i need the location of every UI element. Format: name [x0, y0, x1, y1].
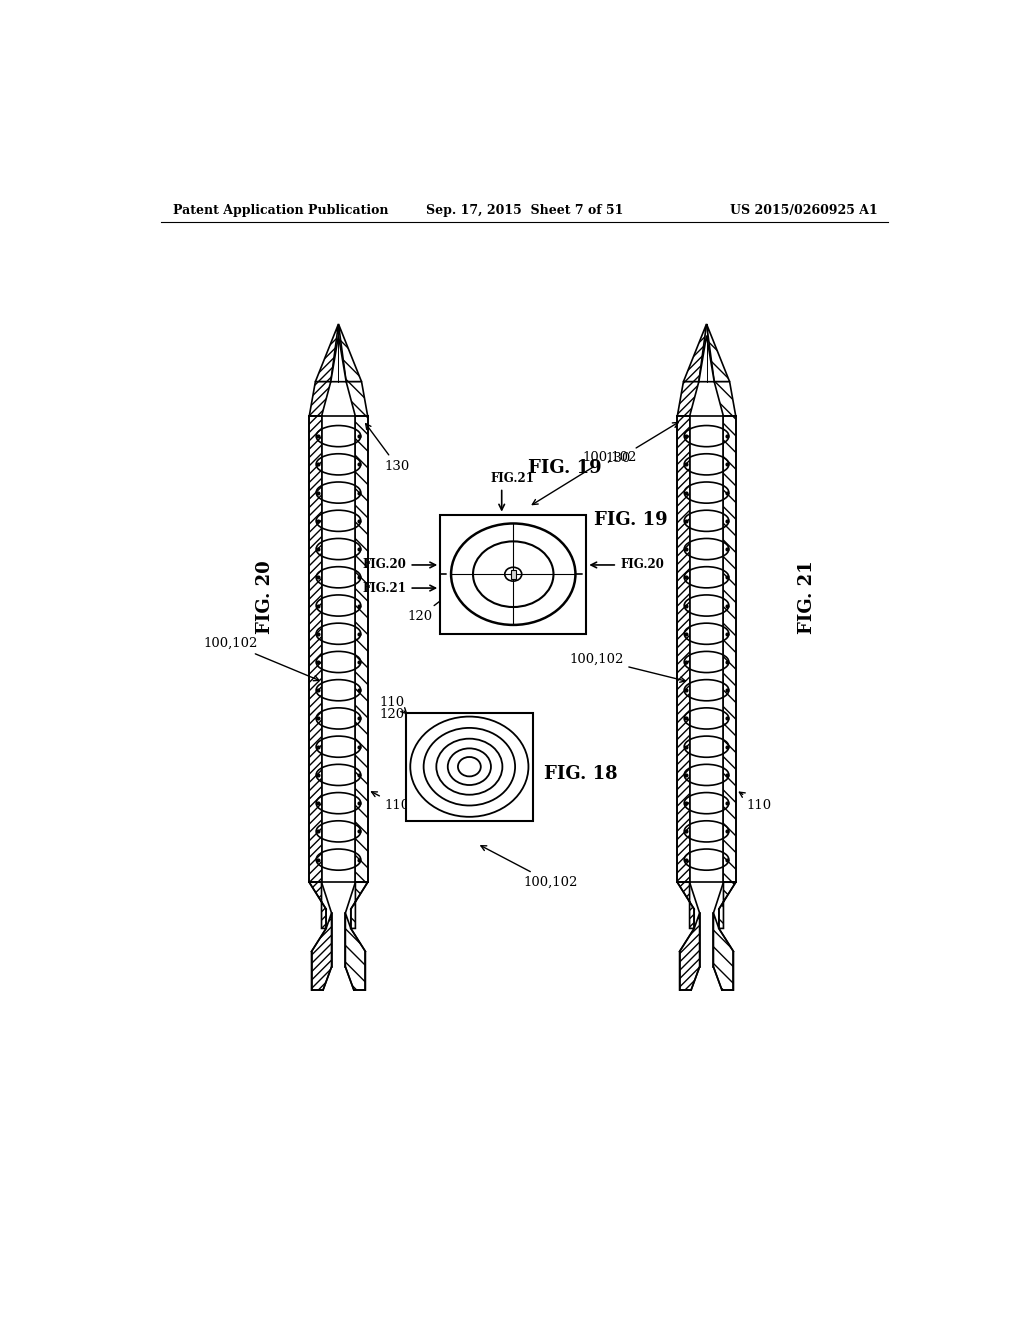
Polygon shape [311, 913, 332, 990]
Text: FIG.20: FIG.20 [362, 558, 407, 572]
Polygon shape [331, 335, 346, 381]
Text: 100,102: 100,102 [203, 638, 319, 681]
Text: 100,102: 100,102 [481, 846, 578, 888]
Text: 130: 130 [606, 422, 678, 465]
Text: 130: 130 [366, 424, 410, 473]
Polygon shape [677, 381, 698, 416]
Bar [511, 570, 515, 578]
Text: 100,102: 100,102 [532, 450, 637, 504]
Text: FIG.21: FIG.21 [490, 473, 535, 486]
Polygon shape [683, 323, 707, 381]
Text: FIG. 19: FIG. 19 [594, 511, 668, 529]
Text: Patent Application Publication: Patent Application Publication [173, 205, 388, 218]
Ellipse shape [505, 568, 521, 581]
Polygon shape [309, 416, 322, 882]
Polygon shape [315, 323, 339, 381]
Text: Sep. 17, 2015  Sheet 7 of 51: Sep. 17, 2015 Sheet 7 of 51 [426, 205, 624, 218]
Polygon shape [724, 416, 736, 882]
Text: FIG. 18: FIG. 18 [545, 766, 618, 783]
Polygon shape [680, 913, 699, 990]
Polygon shape [355, 416, 368, 882]
Polygon shape [698, 335, 714, 381]
Text: 110: 110 [739, 792, 772, 812]
Text: FIG. 21: FIG. 21 [798, 561, 816, 634]
Polygon shape [339, 323, 361, 381]
Text: 110: 110 [372, 792, 410, 812]
Text: FIG. 20: FIG. 20 [256, 561, 274, 634]
Bar [322, 416, 355, 882]
Polygon shape [714, 913, 733, 990]
Polygon shape [345, 913, 366, 990]
Ellipse shape [473, 541, 554, 607]
Bar [406, 713, 532, 821]
Bar [440, 515, 587, 634]
Polygon shape [351, 882, 368, 928]
Ellipse shape [447, 748, 490, 785]
Ellipse shape [411, 717, 528, 817]
Text: US 2015/0260925 A1: US 2015/0260925 A1 [730, 205, 878, 218]
Text: FIG. 19: FIG. 19 [528, 459, 601, 478]
Polygon shape [309, 882, 326, 928]
Ellipse shape [452, 524, 575, 624]
Ellipse shape [436, 739, 503, 795]
Polygon shape [707, 323, 730, 381]
Ellipse shape [424, 727, 515, 805]
Polygon shape [677, 882, 694, 928]
Polygon shape [677, 416, 689, 882]
Text: 100,102: 100,102 [569, 652, 685, 682]
Polygon shape [346, 381, 368, 416]
Text: FIG.21: FIG.21 [362, 582, 407, 594]
Polygon shape [714, 381, 736, 416]
Bar [689, 416, 724, 882]
Text: 120: 120 [408, 581, 467, 623]
Text: 110: 110 [379, 696, 404, 709]
Polygon shape [719, 882, 736, 928]
Text: 120: 120 [379, 708, 404, 721]
Text: FIG.20: FIG.20 [621, 558, 665, 572]
Polygon shape [309, 381, 331, 416]
Ellipse shape [458, 756, 481, 776]
